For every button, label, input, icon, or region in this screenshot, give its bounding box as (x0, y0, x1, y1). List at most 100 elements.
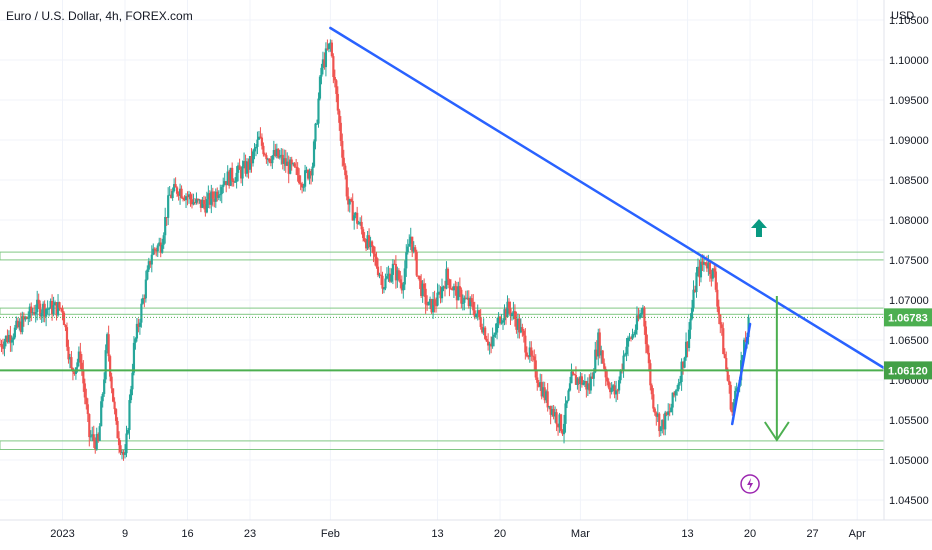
candle-body (110, 376, 113, 389)
price-tick-label: 1.10000 (889, 55, 929, 67)
candle-body (540, 382, 543, 397)
candle-body (598, 332, 601, 356)
candle-body (414, 247, 417, 252)
trendlines[interactable] (329, 26, 886, 426)
candle-body (537, 382, 540, 387)
time-axis[interactable]: 2023 9 16 23 Feb 13 20 Mar 13 20 27 Apr (0, 519, 932, 540)
candle-body (7, 334, 11, 342)
candle-body (428, 298, 432, 302)
candle-body (562, 423, 566, 435)
candle-body (101, 393, 104, 402)
candle-body (268, 158, 271, 162)
candle-body (479, 317, 482, 327)
candle-body (116, 420, 119, 439)
candle-body (576, 378, 579, 385)
candle-body (644, 326, 647, 345)
candle-body (588, 383, 591, 391)
candle-body (533, 356, 536, 361)
candle-body (594, 349, 597, 373)
candle-body (534, 360, 537, 378)
candle-body (729, 384, 732, 410)
candle-body (497, 316, 500, 324)
candle-body (632, 334, 636, 336)
candle-body (223, 181, 226, 185)
candle-body (184, 196, 188, 201)
candle-body (16, 320, 19, 328)
candle-body (266, 158, 269, 160)
price-axis-background (884, 0, 932, 550)
candle-body (317, 98, 320, 124)
candle-body (518, 318, 521, 333)
candle-body (27, 317, 30, 319)
candle-body (643, 307, 646, 327)
time-tick-label: 13 (431, 528, 443, 540)
candle-body (15, 320, 18, 328)
candle-body (677, 383, 680, 390)
candle-body (237, 165, 240, 173)
event-marker[interactable] (740, 474, 760, 494)
candle-body (238, 165, 241, 170)
candle-body (22, 316, 25, 320)
time-tick-label: 16 (181, 528, 193, 540)
zone-band (0, 307, 885, 315)
candle-body (536, 377, 539, 383)
candle-body (336, 93, 339, 111)
arrow-down-icon (764, 421, 790, 442)
candle-body (460, 289, 463, 304)
candle-body (617, 380, 621, 391)
candle-body (735, 388, 738, 391)
candle-body (490, 343, 493, 347)
candle-body (457, 286, 460, 301)
candle-body (37, 299, 40, 304)
candle-body (731, 409, 734, 413)
candle-body (649, 363, 652, 386)
candle-body (629, 337, 633, 339)
candle-body (324, 48, 328, 68)
candle-body (528, 347, 531, 357)
candle-body (640, 313, 643, 315)
candle-body (216, 191, 219, 198)
candle-body (167, 195, 170, 218)
price-tick-label: 1.08000 (889, 215, 929, 227)
candle-body (607, 381, 610, 388)
candle-body (192, 202, 195, 205)
candle-body (412, 247, 415, 252)
candle-body (114, 409, 118, 421)
candle-body (67, 346, 70, 360)
candle-body (546, 391, 549, 408)
time-tick-label: 2023 (50, 528, 74, 540)
candle-body (394, 263, 397, 281)
candle-body (30, 306, 33, 314)
candle-body (144, 279, 147, 299)
candle-body (530, 347, 533, 356)
candle-body (662, 419, 665, 430)
time-tick-label: 23 (244, 528, 256, 540)
candle-body (561, 430, 564, 435)
candle-body (149, 261, 152, 265)
candle-body (585, 381, 588, 390)
candle-body (597, 332, 600, 357)
candle-body (312, 141, 316, 167)
candle-body (381, 275, 384, 289)
candle-body (308, 171, 311, 179)
candle-body (91, 434, 94, 437)
candle-body (141, 298, 144, 304)
candle-body (417, 275, 420, 277)
candle-body (421, 283, 424, 296)
candle-body (284, 158, 287, 166)
candle-body (592, 372, 595, 379)
candle-body (88, 414, 91, 438)
candle-body (711, 268, 714, 279)
candle-body (668, 411, 671, 413)
candle-body (137, 323, 140, 327)
candle-body (278, 156, 281, 158)
zone-band (0, 251, 885, 261)
candle-body (323, 59, 326, 68)
candle-body (464, 297, 467, 299)
candle-body (719, 314, 722, 325)
candle-body (491, 336, 494, 347)
candle-body (79, 351, 82, 363)
candle-body (545, 391, 548, 401)
